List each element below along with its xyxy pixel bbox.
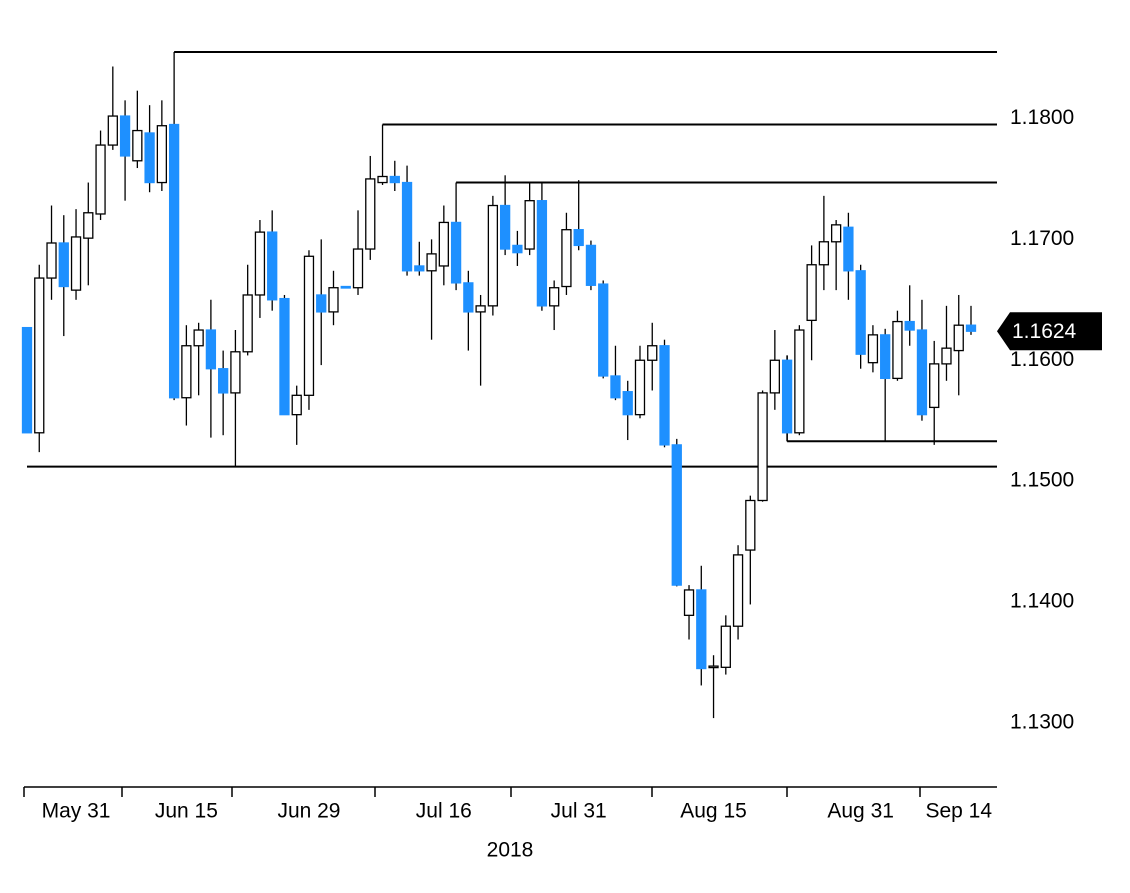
- candle-body: [46, 242, 57, 279]
- x-separators: [23, 787, 921, 797]
- candle-body: [622, 391, 633, 416]
- candle-body: [965, 324, 977, 332]
- candle-body: [929, 363, 940, 409]
- y-tick-label: 1.1300: [1010, 710, 1074, 733]
- y-tick-label: 1.1500: [1010, 469, 1074, 492]
- y-tick-label: 1.1800: [1010, 106, 1074, 129]
- candle-body: [794, 329, 805, 434]
- candle-body: [745, 499, 756, 551]
- candle-body: [855, 270, 866, 355]
- candle-body: [867, 334, 879, 364]
- candle-body: [119, 115, 131, 157]
- candle-body: [659, 345, 670, 446]
- candle-body: [303, 255, 315, 396]
- candle-body: [193, 329, 204, 347]
- candle-body: [487, 204, 499, 307]
- candle-body: [904, 320, 915, 331]
- x-tick-label: Jul 16: [416, 800, 472, 823]
- candle-body: [389, 175, 400, 184]
- candle-body: [512, 244, 523, 254]
- candle-body: [549, 287, 560, 307]
- candle-body: [880, 334, 891, 380]
- last-price-label: 1.1624: [1012, 320, 1077, 343]
- candle-body: [352, 248, 364, 289]
- x-tick-label: Aug 15: [680, 800, 747, 823]
- candle-body: [769, 359, 780, 394]
- candle-body: [561, 229, 572, 288]
- candle-body: [107, 115, 118, 146]
- candle-body: [671, 444, 682, 586]
- candle-body: [720, 625, 731, 668]
- candle-body: [647, 345, 658, 361]
- x-tick-label: Jul 31: [551, 800, 607, 823]
- candle-body: [95, 144, 106, 215]
- candle-body: [438, 221, 449, 267]
- candle-body: [696, 589, 707, 670]
- last-price-box: [997, 312, 1102, 351]
- candle-body: [463, 282, 474, 313]
- candle-body: [781, 359, 793, 434]
- candle-body: [156, 125, 168, 184]
- x-axis-label: 2018: [487, 839, 534, 862]
- candle-body: [132, 129, 143, 162]
- candle-body: [573, 229, 584, 247]
- candle-body: [475, 305, 486, 313]
- y-tick-label: 1.1600: [1010, 348, 1074, 371]
- candle-body: [598, 283, 609, 377]
- y-tick-label: 1.1700: [1010, 227, 1074, 250]
- candle-body: [291, 394, 302, 416]
- candle-body: [941, 347, 952, 365]
- candle-body: [536, 200, 548, 307]
- candle-body: [316, 294, 327, 313]
- candle-body: [83, 212, 94, 239]
- candle-body: [426, 253, 437, 272]
- candle-body: [218, 368, 229, 394]
- candle-body: [683, 589, 695, 616]
- candle-body: [21, 326, 33, 434]
- candle-body: [328, 287, 339, 313]
- candle-body: [916, 329, 928, 416]
- candle-body: [254, 231, 266, 296]
- x-tick-label: Jun 15: [155, 800, 218, 823]
- x-tick-label: May 31: [42, 800, 111, 823]
- candle-body: [168, 123, 180, 399]
- candle-body: [499, 204, 511, 250]
- x-tick-label: Jun 29: [277, 800, 340, 823]
- candle-body: [892, 320, 903, 380]
- candle-body: [181, 345, 192, 399]
- y-tick-label: 1.1400: [1010, 590, 1074, 613]
- candle-body: [58, 242, 69, 288]
- candle-body: [267, 231, 278, 301]
- candle-body: [450, 221, 462, 284]
- candle-body: [414, 265, 425, 272]
- candle-body: [242, 294, 253, 353]
- candle-body: [205, 329, 217, 370]
- candle-body: [377, 175, 388, 184]
- candle-body: [634, 359, 646, 416]
- candle-body: [340, 285, 351, 289]
- candle-body: [230, 351, 241, 394]
- candle-body: [818, 241, 830, 266]
- candle-body: [279, 297, 290, 416]
- x-tick-label: Aug 31: [827, 800, 894, 823]
- candle-body: [843, 226, 854, 272]
- candle-body: [708, 665, 719, 669]
- candle-body: [401, 181, 413, 272]
- candle-body: [610, 375, 621, 399]
- candle-body: [365, 178, 376, 250]
- candle-body: [732, 554, 744, 627]
- x-tick-label: Sep 14: [925, 800, 992, 823]
- candle-body: [524, 200, 535, 250]
- candle-body: [585, 244, 597, 286]
- candle-body: [144, 132, 155, 184]
- candle-body: [70, 236, 82, 291]
- candle-body: [830, 224, 842, 243]
- candle-body: [757, 392, 768, 502]
- candle-body: [34, 277, 45, 434]
- candle-body: [953, 324, 964, 352]
- candle-body: [806, 264, 817, 322]
